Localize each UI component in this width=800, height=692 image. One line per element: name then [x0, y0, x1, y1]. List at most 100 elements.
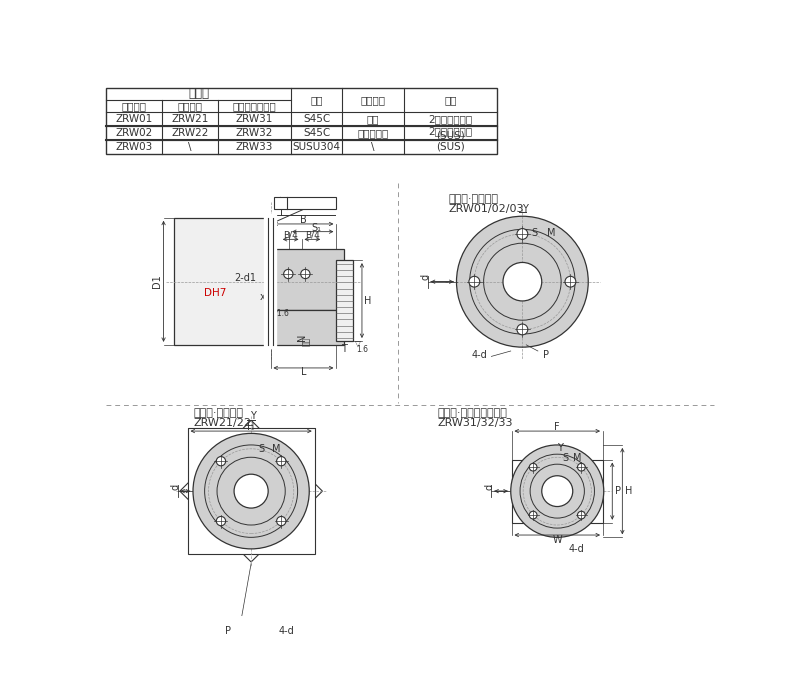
- Text: d: d: [170, 484, 180, 489]
- Circle shape: [301, 269, 310, 279]
- Bar: [187, 428, 314, 554]
- Circle shape: [542, 475, 573, 507]
- Circle shape: [216, 516, 226, 526]
- Text: D1: D1: [152, 275, 162, 288]
- Text: 2个内六角螺栓: 2个内六角螺栓: [428, 126, 472, 136]
- Text: 两面切割法兰型: 两面切割法兰型: [233, 101, 277, 111]
- Text: 加长型·两面切割法兰型: 加长型·两面切割法兰型: [437, 408, 507, 417]
- Text: ZRW31: ZRW31: [236, 114, 274, 125]
- Text: S: S: [562, 453, 569, 463]
- Text: (SUS): (SUS): [436, 142, 465, 152]
- Text: H: H: [625, 486, 632, 496]
- Text: H: H: [247, 422, 255, 432]
- Text: N: N: [297, 334, 306, 341]
- Text: ▽1.6: ▽1.6: [272, 309, 290, 318]
- Text: S45C: S45C: [303, 128, 330, 138]
- Text: 4-d: 4-d: [569, 544, 585, 554]
- Text: 1.6: 1.6: [356, 345, 368, 354]
- Text: 无电解镀镍: 无电解镀镍: [357, 128, 389, 138]
- Text: M: M: [547, 228, 555, 238]
- Text: S45C: S45C: [303, 114, 330, 125]
- Text: x: x: [260, 292, 266, 302]
- Text: B/4: B/4: [283, 231, 298, 240]
- Text: SUSU304: SUSU304: [293, 142, 341, 152]
- Text: ZRW01/02/03: ZRW01/02/03: [449, 203, 524, 214]
- Circle shape: [277, 516, 286, 526]
- Circle shape: [565, 276, 576, 287]
- Text: S: S: [258, 444, 265, 454]
- Text: DH7: DH7: [203, 289, 226, 298]
- Text: ZRW22: ZRW22: [171, 128, 209, 138]
- Circle shape: [517, 228, 528, 239]
- Text: 加长型·圆法兰型: 加长型·圆法兰型: [449, 194, 498, 203]
- Circle shape: [469, 276, 480, 287]
- Circle shape: [578, 464, 586, 471]
- Text: ZRW21: ZRW21: [171, 114, 209, 125]
- Text: F: F: [554, 422, 560, 432]
- Bar: [336, 260, 354, 341]
- Text: ZRW03: ZRW03: [115, 142, 153, 152]
- Text: ▽: ▽: [355, 339, 361, 348]
- Text: d: d: [421, 274, 430, 280]
- Text: B: B: [300, 215, 307, 225]
- Text: Y: Y: [522, 203, 528, 214]
- Text: L: L: [301, 367, 306, 376]
- Circle shape: [578, 511, 586, 519]
- Text: W: W: [553, 535, 562, 545]
- Text: 材质: 材质: [310, 95, 323, 105]
- Text: 加长型: 加长型: [188, 87, 210, 100]
- Bar: [270, 310, 344, 345]
- Bar: [274, 197, 336, 208]
- Text: 4-d: 4-d: [278, 626, 294, 636]
- Bar: [174, 218, 270, 345]
- Text: P: P: [225, 626, 231, 636]
- Wedge shape: [510, 445, 604, 538]
- Wedge shape: [193, 433, 310, 549]
- Text: ZRW33: ZRW33: [236, 142, 274, 152]
- Bar: [106, 88, 497, 154]
- Circle shape: [277, 457, 286, 466]
- Text: ZRW02: ZRW02: [115, 128, 153, 138]
- Text: d: d: [484, 484, 494, 489]
- Text: 发黑: 发黑: [366, 114, 379, 125]
- Bar: [270, 248, 344, 310]
- Text: 附件: 附件: [444, 95, 457, 105]
- Text: S₁: S₁: [312, 223, 322, 233]
- Text: ZRW32: ZRW32: [236, 128, 274, 138]
- Text: \: \: [188, 142, 192, 152]
- Circle shape: [284, 269, 293, 279]
- Circle shape: [530, 464, 537, 471]
- Wedge shape: [457, 216, 588, 347]
- Text: 2-d1: 2-d1: [234, 273, 257, 283]
- Polygon shape: [180, 420, 322, 562]
- Circle shape: [517, 324, 528, 335]
- Bar: [511, 459, 603, 522]
- Text: 4-d: 4-d: [472, 350, 488, 360]
- Text: \: \: [371, 142, 374, 152]
- Text: ⊥: ⊥: [275, 197, 286, 209]
- Circle shape: [503, 262, 542, 301]
- Text: (SUS): (SUS): [436, 131, 465, 141]
- Circle shape: [234, 474, 268, 508]
- Text: Y: Y: [557, 443, 562, 453]
- Text: T: T: [341, 344, 347, 354]
- Text: ZRW31/32/33: ZRW31/32/33: [437, 417, 513, 428]
- Text: M: M: [273, 444, 281, 454]
- Text: 加长型·方法兰型: 加长型·方法兰型: [193, 408, 243, 417]
- Text: M: M: [574, 453, 582, 463]
- Text: B/4: B/4: [305, 231, 320, 240]
- Text: P: P: [615, 486, 622, 496]
- Text: Y: Y: [250, 410, 256, 421]
- Text: 2个内六角螺栓: 2个内六角螺栓: [428, 114, 472, 125]
- Text: 圆法兰型: 圆法兰型: [122, 101, 146, 111]
- Text: H: H: [365, 295, 372, 306]
- Text: ZRW01: ZRW01: [115, 114, 153, 125]
- Text: ZRW21/22: ZRW21/22: [193, 417, 251, 428]
- Text: 表面处理: 表面处理: [360, 95, 386, 105]
- Circle shape: [530, 511, 537, 519]
- Text: 断面: 断面: [302, 336, 311, 345]
- Circle shape: [216, 457, 226, 466]
- Text: 方法兰型: 方法兰型: [178, 101, 202, 111]
- Text: Ø0.02: Ø0.02: [296, 198, 327, 208]
- Text: S: S: [531, 228, 538, 238]
